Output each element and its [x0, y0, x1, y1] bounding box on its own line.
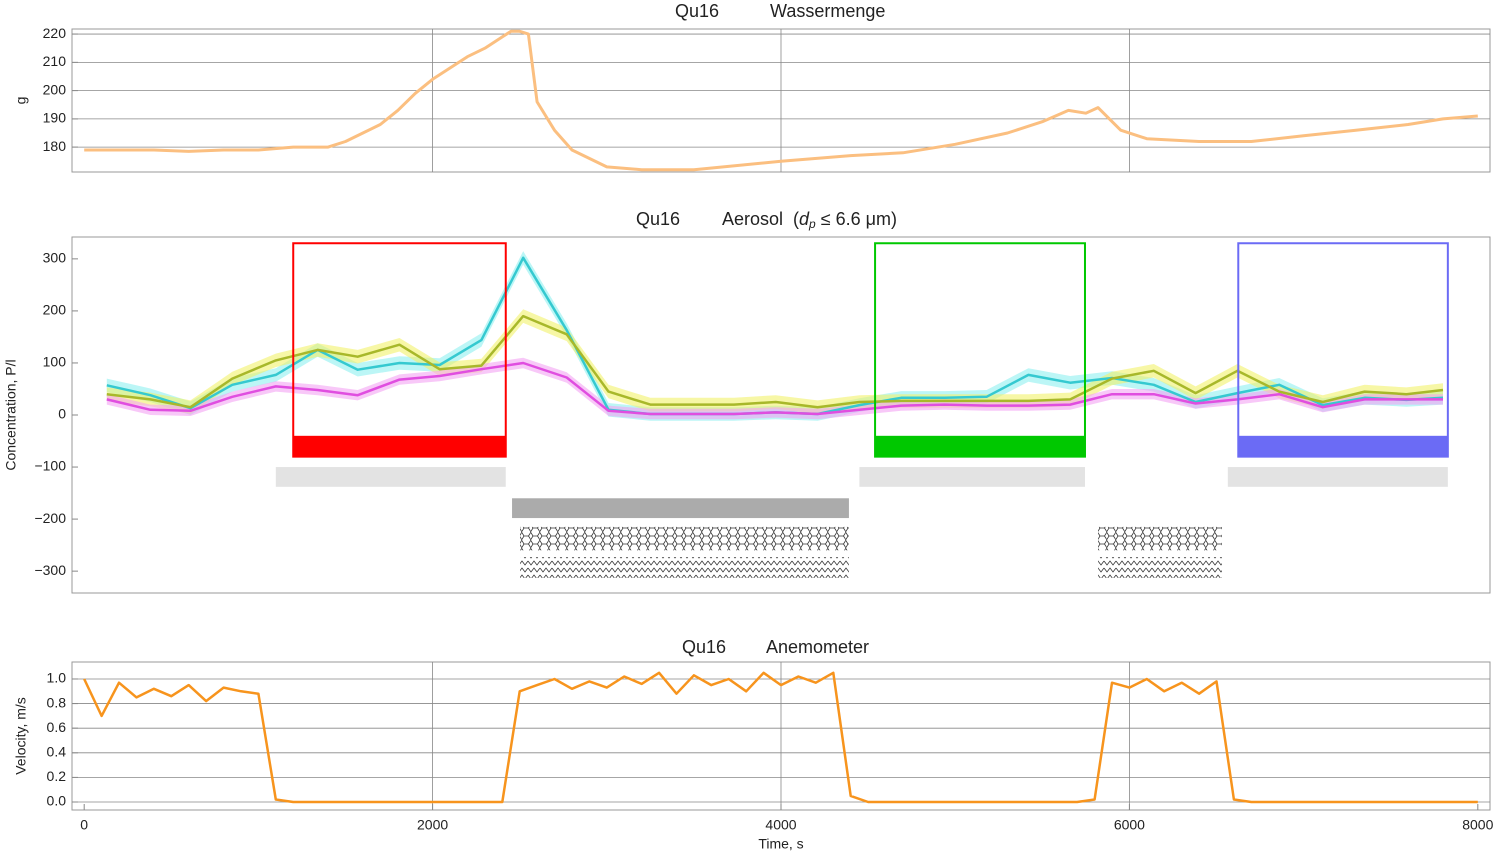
period-bar — [1238, 435, 1448, 457]
period-bar — [875, 435, 1085, 457]
condition-strip — [1098, 557, 1222, 578]
y-tick-label: 100 — [43, 354, 67, 370]
panel-title: Anemometer — [766, 637, 869, 657]
panel-title: Qu16 — [636, 209, 680, 229]
y-tick-label: −200 — [34, 510, 66, 526]
y-tick-label: 200 — [43, 81, 67, 97]
x-tick-label: 8000 — [1462, 817, 1493, 833]
title-main: Aerosol — [722, 209, 783, 229]
condition-strip — [512, 498, 849, 519]
y-tick-label: 210 — [43, 53, 67, 69]
data-line — [106, 314, 1444, 409]
y-tick-label: 0 — [58, 406, 66, 422]
x-tick-label: 2000 — [417, 817, 448, 833]
y-tick-label: 180 — [43, 138, 67, 154]
condition-strip — [520, 526, 849, 551]
x-tick-label: 0 — [80, 817, 88, 833]
title-main: Wassermenge — [770, 1, 885, 21]
x-tick-label: 6000 — [1114, 817, 1145, 833]
title-note: p — [808, 217, 816, 231]
y-axis-label: Velocity, m/s — [13, 697, 29, 775]
period-box — [874, 242, 1086, 458]
data-line — [106, 361, 1443, 416]
error-band — [106, 357, 1443, 420]
y-tick-label: 0.8 — [47, 694, 67, 710]
y-axis-label: Concentration, P/l — [3, 359, 19, 470]
y-tick-label: −100 — [34, 458, 66, 474]
y-tick-label: 0.6 — [47, 719, 67, 735]
y-tick-label: 200 — [43, 302, 67, 318]
title-note: ( — [793, 209, 799, 229]
period-bar — [293, 435, 506, 457]
title-left: Qu16 — [636, 209, 680, 229]
x-axis-label: Time, s — [758, 836, 803, 852]
title-note: d — [799, 209, 810, 229]
y-tick-label: 220 — [43, 25, 67, 41]
panel-title: Qu16 — [682, 637, 726, 657]
y-tick-label: 0.0 — [47, 793, 67, 809]
data-line — [84, 29, 1478, 172]
title-main: Anemometer — [766, 637, 869, 657]
y-axis-label: g — [13, 97, 29, 105]
title-note: ≤ 6.6 μm) — [816, 209, 897, 229]
panel-title: Qu16 — [675, 1, 719, 21]
period-box — [292, 242, 507, 458]
panel-title: Wassermenge — [770, 1, 885, 21]
y-tick-label: 1.0 — [47, 670, 67, 686]
condition-strip — [1098, 526, 1222, 551]
panel-title: Aerosol (dp ≤ 6.6 μm) — [722, 209, 897, 231]
y-tick-label: −300 — [34, 562, 66, 578]
title-left: Qu16 — [675, 1, 719, 21]
condition-strip — [859, 467, 1085, 487]
condition-strip — [520, 557, 849, 578]
y-tick-label: 190 — [43, 110, 67, 126]
title-left: Qu16 — [682, 637, 726, 657]
period-box — [1237, 242, 1449, 458]
x-tick-label: 4000 — [765, 817, 796, 833]
y-tick-label: 0.4 — [47, 743, 67, 759]
data-line — [83, 671, 1478, 804]
y-tick-label: 0.2 — [47, 768, 67, 784]
condition-strip — [275, 467, 506, 487]
condition-strip — [1227, 467, 1448, 487]
y-tick-label: 300 — [43, 250, 67, 266]
